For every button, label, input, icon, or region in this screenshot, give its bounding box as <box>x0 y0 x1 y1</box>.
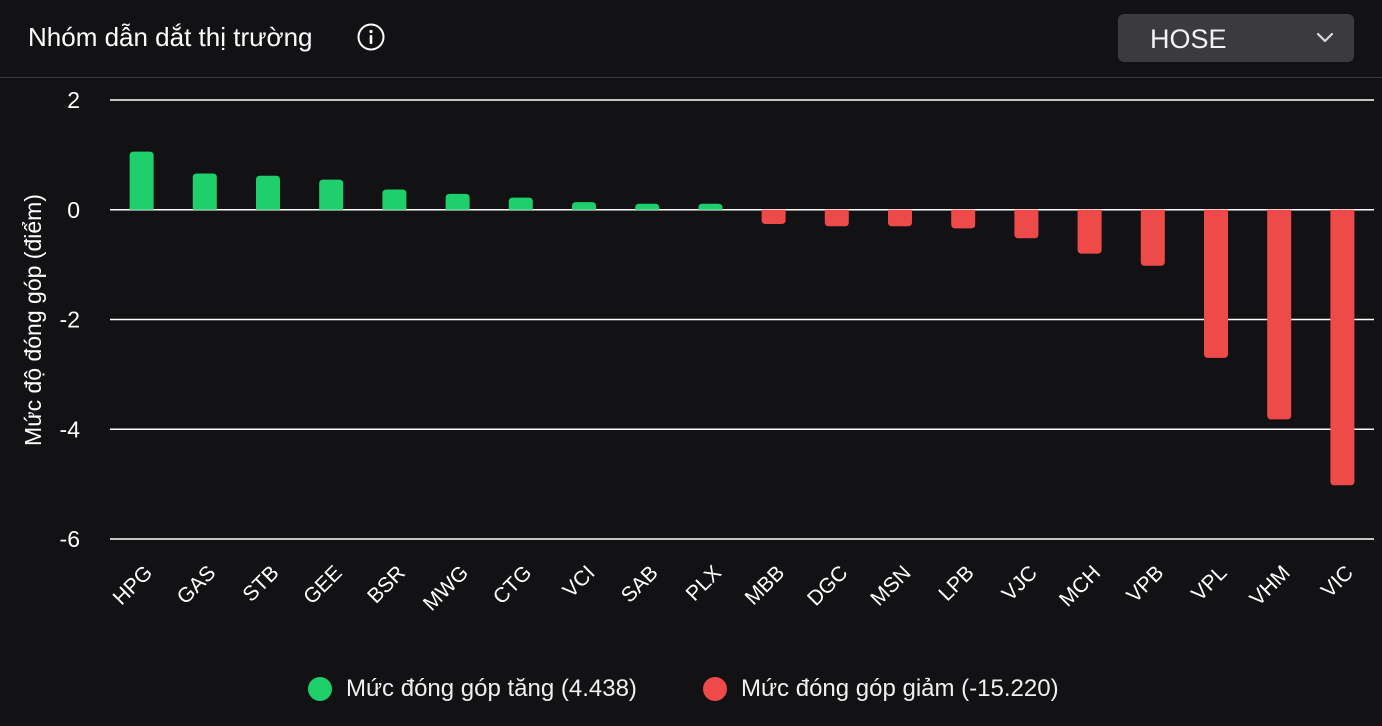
bar-vhm[interactable] <box>1267 209 1292 420</box>
x-tick-label-mbb: MBB <box>741 561 789 609</box>
info-circle-icon[interactable] <box>357 23 385 51</box>
x-tick-label-bsr: BSR <box>363 561 410 608</box>
x-tick-label-mwg: MWG <box>419 561 473 615</box>
x-tick-label-gas: GAS <box>173 561 221 609</box>
bar-gas[interactable] <box>192 173 217 210</box>
x-tick-label-stb: STB <box>238 561 283 606</box>
bar-msn[interactable] <box>888 209 912 227</box>
x-axis-ticks: HPG GAS STB GEE BSR MWG CTG VCI SAB PLX MBB DGC MSN L… <box>109 561 1358 615</box>
x-tick-label-vjc: VJC <box>998 561 1042 605</box>
bar-gee[interactable] <box>319 179 344 210</box>
x-tick-label-ctg: CTG <box>489 561 537 609</box>
y-axis-label: Mức độ đóng góp (điểm) <box>20 194 46 446</box>
y-tick-label: -6 <box>60 526 80 552</box>
bar-hpg[interactable] <box>129 151 154 210</box>
x-tick-label-msn: MSN <box>866 561 915 610</box>
y-tick-label: -2 <box>60 307 80 333</box>
x-tick-label-vhm: VHM <box>1245 561 1294 610</box>
x-tick-label-plx: PLX <box>682 561 726 605</box>
grid-lines <box>110 99 1374 540</box>
bar-ctg[interactable] <box>508 197 533 210</box>
y-tick-label: 0 <box>67 197 80 223</box>
bar-mwg[interactable] <box>445 193 470 210</box>
x-tick-label-gee: GEE <box>299 561 347 609</box>
y-tick-label: 2 <box>67 87 80 113</box>
legend-label-decrease: Mức đóng góp giảm (-15.220) <box>741 675 1059 702</box>
x-tick-label-vic: VIC <box>1317 561 1358 602</box>
legend-dot-increase <box>308 677 332 701</box>
bar-vci[interactable] <box>572 202 596 210</box>
y-tick-label: -4 <box>60 416 81 442</box>
bar-vjc[interactable] <box>1014 209 1039 239</box>
bar-plx[interactable] <box>698 203 723 210</box>
widget-title: Nhóm dẫn dắt thị trường <box>28 22 313 52</box>
bar-mbb[interactable] <box>761 209 786 225</box>
chevron-down-icon <box>1316 32 1334 43</box>
x-tick-label-vci: VCI <box>559 561 600 602</box>
x-tick-label-hpg: HPG <box>109 561 157 609</box>
bar-vic[interactable] <box>1330 209 1355 486</box>
x-tick-label-sab: SAB <box>617 561 663 607</box>
bar-mch[interactable] <box>1077 209 1102 254</box>
chart-legend: Mức đóng góp tăng (4.438) Mức đóng góp g… <box>0 670 1382 710</box>
exchange-select[interactable]: HOSE <box>1118 14 1354 62</box>
bar-vpb[interactable] <box>1140 209 1165 266</box>
bar-vpl[interactable] <box>1204 209 1228 358</box>
legend-dot-decrease <box>703 677 727 701</box>
bar-lpb[interactable] <box>951 209 976 229</box>
y-axis-ticks: 2 0 -2 -4 -6 <box>60 87 81 552</box>
contribution-bar-chart: 2 0 -2 -4 -6 HPG GAS STB GEE BSR MWG CTG VCI SAB PLX M… <box>20 87 1374 615</box>
bar-bsr[interactable] <box>382 189 407 210</box>
x-tick-label-mch: MCH <box>1055 561 1105 611</box>
x-tick-label-vpb: VPB <box>1122 561 1168 607</box>
bars <box>129 151 1355 486</box>
bar-dgc[interactable] <box>824 209 849 227</box>
x-tick-label-dgc: DGC <box>803 561 852 610</box>
bar-stb[interactable] <box>256 175 280 210</box>
widget-header: Nhóm dẫn dắt thị trường HOSE <box>0 0 1382 78</box>
x-tick-label-vpl: VPL <box>1187 561 1231 605</box>
exchange-select-value: HOSE <box>1150 24 1227 54</box>
legend-label-increase: Mức đóng góp tăng (4.438) <box>346 675 637 702</box>
x-tick-label-lpb: LPB <box>934 561 978 605</box>
bar-sab[interactable] <box>635 203 660 210</box>
